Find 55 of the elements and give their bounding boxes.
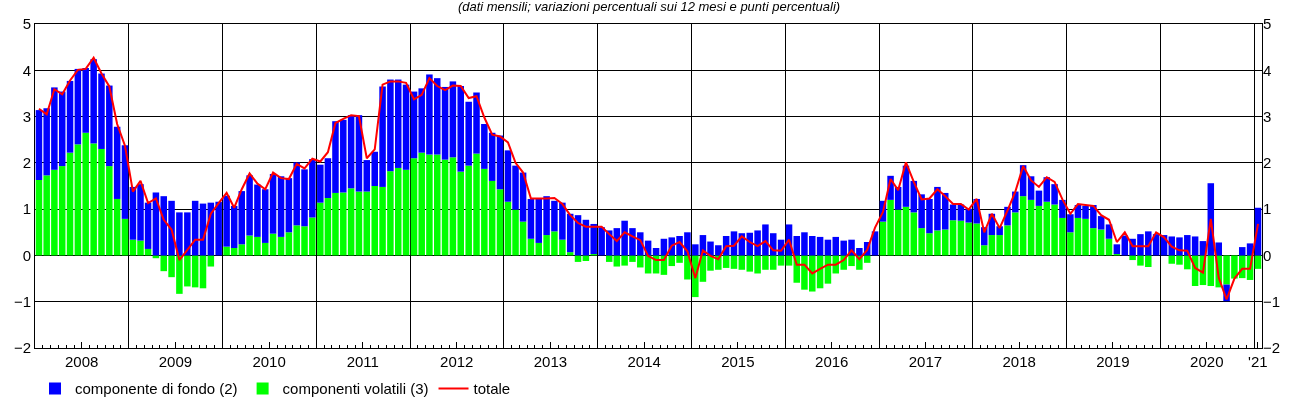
bar [496, 189, 504, 256]
bar [199, 255, 207, 289]
bar [527, 198, 535, 239]
y-tick-label: 3 [22, 107, 31, 125]
bar [902, 206, 910, 256]
y-tick-label: 0 [22, 246, 31, 264]
bar [355, 191, 363, 256]
y2-tick-label: 1 [1263, 200, 1272, 218]
y2-tick-label: 2 [1263, 154, 1272, 172]
x-tick-label: 2017 [908, 353, 943, 370]
y-tick-label: −1 [13, 292, 31, 310]
bar [1254, 255, 1262, 269]
bar [1035, 205, 1043, 256]
bar [605, 255, 613, 262]
x-tick-label: 2012 [440, 353, 474, 370]
x-tick-label: 2011 [346, 353, 379, 370]
bar [738, 255, 746, 270]
x-tick-label: 2016 [815, 353, 849, 370]
bar [582, 255, 590, 261]
x-tick-label: 2014 [627, 353, 661, 370]
bar [1035, 190, 1043, 206]
y-tick-label: 2 [22, 154, 31, 172]
line-series [37, 56, 1260, 301]
legend-label: totale [473, 380, 511, 398]
x-tick-label: 2013 [533, 353, 568, 370]
bar [402, 84, 410, 170]
bar [66, 152, 74, 256]
x-tick-label: 2010 [252, 353, 286, 370]
x-tick-label: 2020 [1190, 353, 1224, 370]
bar [277, 176, 285, 237]
bar [1027, 199, 1035, 256]
bar [121, 218, 129, 256]
bar [730, 255, 738, 269]
y2-tick-label: 5 [1263, 15, 1272, 33]
y2-tick-label: 0 [1263, 246, 1272, 264]
bar [66, 80, 74, 153]
y-tick-label: 5 [22, 15, 31, 33]
legend-label: componenti volatili (3) [282, 380, 429, 398]
y2-tick-label: 4 [1263, 61, 1272, 79]
x-tick-label: 2018 [1002, 353, 1036, 370]
bar [1113, 244, 1121, 255]
y2-tick-label: 3 [1263, 107, 1272, 125]
y-tick-label: 4 [22, 61, 31, 79]
legend-label: componente di fondo (2) [75, 380, 238, 398]
y-tick-label: 1 [22, 200, 31, 218]
x-tick-label: 2015 [721, 353, 755, 370]
x-tick-label: 2009 [158, 353, 193, 370]
y2-tick-label: −1 [1263, 292, 1281, 310]
y-tick-label: −2 [13, 339, 31, 357]
chart-title: (dati mensili; variazioni percentuali sui 12 mesi e punti percentuali) [457, 0, 841, 15]
x-tick-label: 2008 [65, 353, 99, 370]
x-tick-label: 2019 [1096, 353, 1130, 370]
bar [207, 255, 215, 267]
bar [402, 169, 410, 256]
bar [574, 255, 582, 262]
